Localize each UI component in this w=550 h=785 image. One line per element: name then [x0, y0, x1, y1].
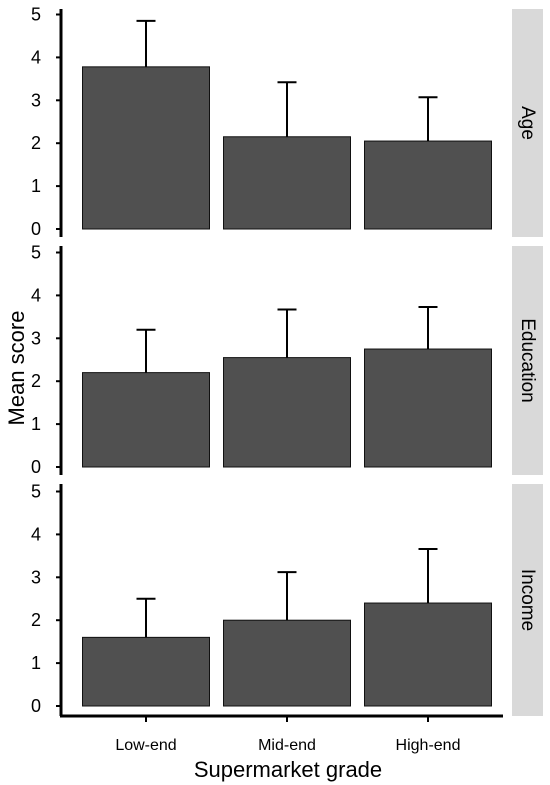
bar-low-end	[82, 372, 210, 468]
facet-strip	[512, 246, 543, 475]
y-tick-label: 2	[31, 133, 41, 153]
x-axis: Low-end Mid-end High-end	[60, 714, 503, 754]
facet-strip	[512, 9, 543, 237]
y-tick-label: 5	[31, 243, 41, 263]
y-axis-title: Mean score	[4, 311, 29, 426]
y-tick-label: 3	[31, 90, 41, 110]
panel-income: 0 1 2 3 4 5 Income	[31, 482, 543, 716]
bar-mid-end	[223, 357, 351, 468]
y-tick-label: 3	[31, 328, 41, 348]
y-tick-label: 1	[31, 414, 41, 434]
panel-education: 0 1 2 3 4 5 Education	[31, 243, 543, 477]
y-tick-label: 2	[31, 371, 41, 391]
y-tick-label: 2	[31, 610, 41, 630]
panels-layer: 0 1 2 3 4 5 Age 0 1 2 3 4 5 Education 0 1 2 3 4 5 Income	[31, 5, 543, 716]
y-tick-label: 1	[31, 653, 41, 673]
facet-strip	[512, 484, 543, 716]
x-tick-label: High-end	[396, 737, 461, 754]
y-tick-label: 5	[31, 482, 41, 502]
x-axis-title: Supermarket grade	[194, 757, 382, 782]
bar-high-end	[364, 140, 492, 230]
y-tick-label: 0	[31, 457, 41, 477]
bar-mid-end	[223, 136, 351, 230]
y-tick-label: 4	[31, 47, 41, 67]
y-tick-label: 3	[31, 567, 41, 587]
y-tick-label: 4	[31, 524, 41, 544]
x-tick-label: Mid-end	[258, 737, 316, 754]
bar-low-end	[82, 636, 210, 707]
facet-strip-label: Education	[517, 318, 538, 403]
x-tick-label: Low-end	[115, 737, 176, 754]
y-tick-label: 0	[31, 219, 41, 239]
panel-age: 0 1 2 3 4 5 Age	[31, 5, 543, 239]
y-tick-label: 0	[31, 696, 41, 716]
bar-low-end	[82, 66, 210, 230]
y-tick-label: 1	[31, 176, 41, 196]
y-tick-label: 4	[31, 285, 41, 305]
y-tick-label: 5	[31, 5, 41, 25]
bar-mid-end	[223, 619, 351, 707]
bar-high-end	[364, 602, 492, 707]
facet-strip-label: Age	[517, 106, 538, 140]
bar-high-end	[364, 348, 492, 468]
facet-strip-label: Income	[517, 569, 538, 631]
